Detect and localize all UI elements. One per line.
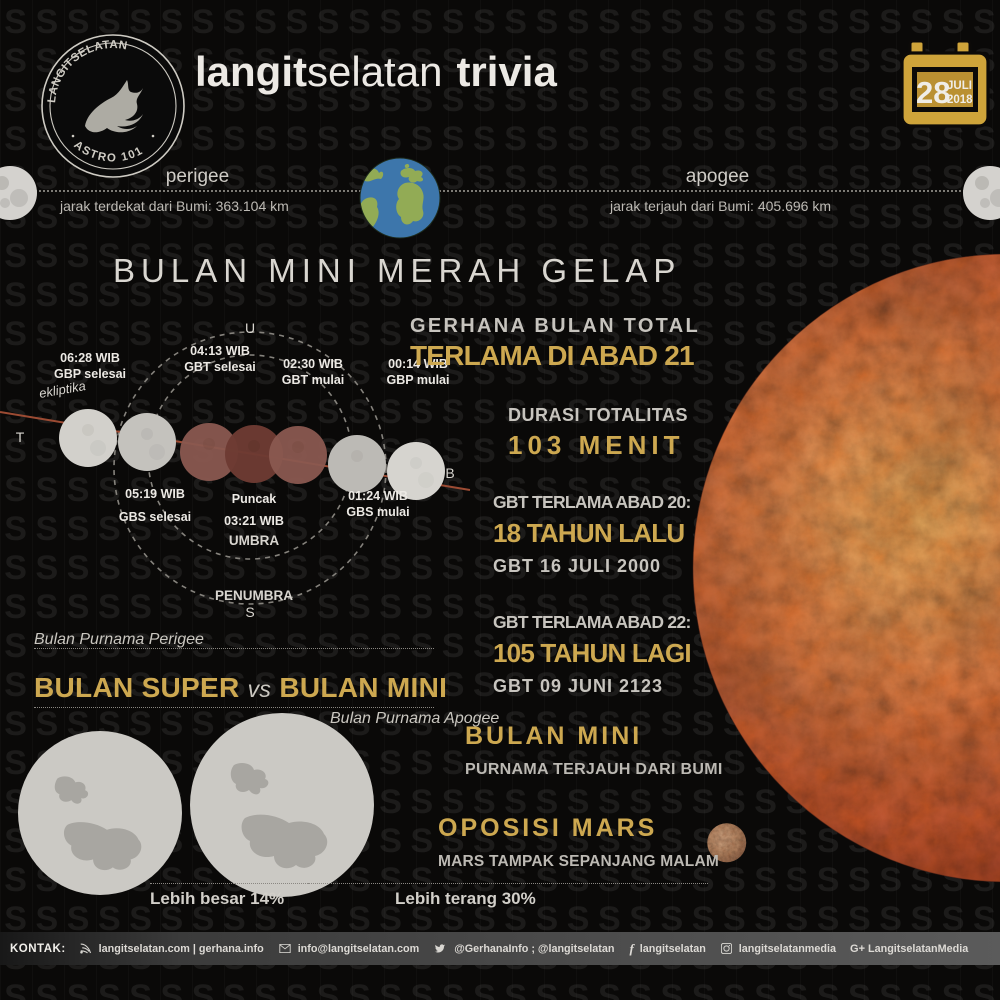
svg-text:GBP mulai: GBP mulai (387, 373, 450, 387)
svg-text:GBS mulai: GBS mulai (346, 505, 409, 519)
svg-text:S: S (245, 604, 254, 620)
svg-text:06:28 WIB: 06:28 WIB (60, 351, 120, 365)
svg-text:01:24 WIB: 01:24 WIB (348, 489, 408, 503)
svg-text:T: T (16, 429, 25, 445)
svg-text:GBT selesai: GBT selesai (184, 360, 256, 374)
svg-text:GBP selesai: GBP selesai (54, 367, 126, 381)
svg-text:02:30 WIB: 02:30 WIB (283, 357, 343, 371)
svg-text:B: B (445, 465, 454, 481)
svg-text:04:13 WIB: 04:13 WIB (190, 344, 250, 358)
svg-text:UMBRA: UMBRA (229, 533, 279, 548)
svg-text:05:19 WIB: 05:19 WIB (125, 487, 185, 501)
svg-text:ekliptika: ekliptika (38, 378, 87, 401)
svg-text:U: U (245, 320, 255, 336)
svg-text:GBS selesai: GBS selesai (119, 510, 191, 524)
svg-text:03:21 WIB: 03:21 WIB (224, 514, 284, 528)
svg-text:GBT mulai: GBT mulai (282, 373, 345, 387)
svg-text:Puncak: Puncak (232, 492, 277, 506)
svg-text:PENUMBRA: PENUMBRA (215, 588, 293, 603)
